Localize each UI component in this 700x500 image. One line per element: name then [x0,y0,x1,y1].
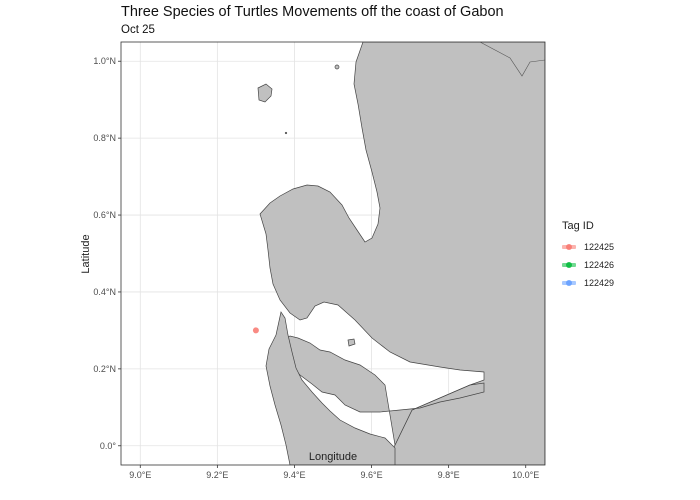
southern-shore [282,335,485,447]
legend-key [562,276,576,290]
legend-item-122425: 122425 [562,238,614,256]
island-estuary [347,338,356,347]
chart-subtitle: Oct 25 [121,24,155,36]
x-tick-label: 10.0°E [512,470,539,480]
x-axis-title: Longitude [308,451,358,463]
y-tick-label: 0.0° [100,441,117,451]
y-tick-label: 0.6°N [93,210,116,220]
island-north [257,83,273,103]
legend-label: 122429 [584,278,615,288]
legend-key [562,240,576,254]
mainland [259,42,545,465]
y-tick-label: 0.4°N [93,287,116,297]
axis-ticks: 9.0°E 9.2°E 9.4°E 9.6°E 9.8°E 10.0°E 0.0° 0.2°N… [93,56,539,480]
legend-key-dot [566,244,572,250]
islet [284,131,288,135]
legend-key [562,258,576,272]
legend-item-122429: 122429 [562,274,614,292]
country-border [479,42,545,77]
x-tick-label: 9.4°E [283,470,305,480]
track-points [252,327,259,334]
x-tick-label: 9.6°E [360,470,382,480]
plot-panel-border [120,41,546,466]
legend-title: Tag ID [562,220,594,232]
y-axis-title: Latitude [80,234,92,274]
legend-label: 122426 [584,260,615,270]
legend: Tag ID 122425 122426 122429 [562,220,614,292]
legend-key-dot [566,262,572,268]
southern-peninsula [265,311,396,465]
x-tick-label: 9.8°E [438,470,460,480]
y-tick-label: 1.0°N [93,56,116,66]
legend-key-dot [566,280,572,286]
x-tick-label: 9.2°E [206,470,228,480]
track-point-122425 [252,327,259,334]
legend-label: 122425 [584,242,615,252]
y-tick-label: 0.8°N [93,133,116,143]
chart-title: Three Species of Turtles Movements off t… [121,4,504,20]
x-tick-label: 9.0°E [129,470,151,480]
islet [334,64,340,70]
y-tick-label: 0.2°N [93,364,116,374]
legend-item-122426: 122426 [562,256,614,274]
land-layer [257,42,545,465]
